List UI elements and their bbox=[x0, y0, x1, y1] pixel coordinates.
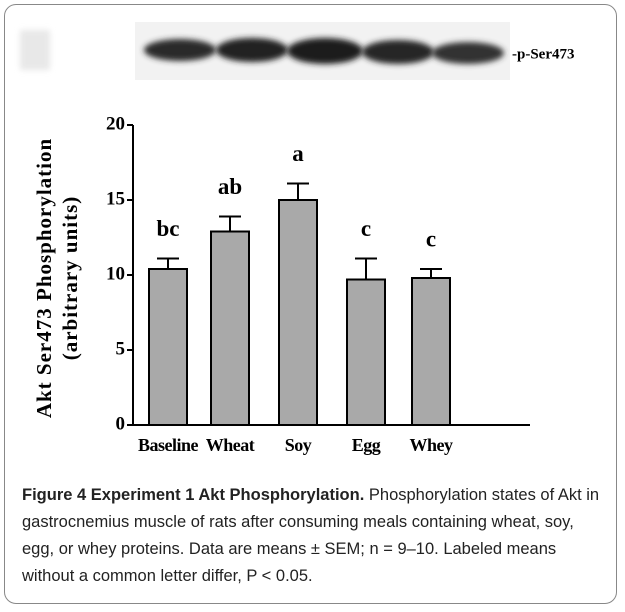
bar bbox=[148, 268, 188, 426]
significance-letter: c bbox=[361, 216, 371, 241]
caption: Figure 4 Experiment 1 Akt Phosphorylatio… bbox=[22, 482, 607, 590]
y-axis-label: (arbitrary units) bbox=[58, 196, 82, 361]
bar bbox=[278, 199, 318, 426]
significance-letter: ab bbox=[218, 174, 242, 199]
y-tick-label: 15 bbox=[106, 188, 125, 209]
x-tick-label: Baseline bbox=[138, 435, 199, 455]
y-tick-label: 5 bbox=[116, 338, 126, 359]
bar bbox=[210, 230, 250, 426]
frame bbox=[4, 4, 617, 604]
western-blot bbox=[20, 22, 510, 80]
y-tick-label: 20 bbox=[106, 113, 125, 134]
y-tick-label: 0 bbox=[116, 413, 126, 434]
x-tick-label: Whey bbox=[410, 435, 454, 455]
y-tick-label: 10 bbox=[106, 263, 125, 284]
y-axis-label: Akt Ser473 Phosphorylation bbox=[32, 138, 56, 418]
bar bbox=[411, 277, 451, 426]
x-tick-label: Soy bbox=[285, 435, 312, 455]
x-tick-label: Wheat bbox=[206, 435, 255, 455]
significance-letter: bc bbox=[157, 216, 180, 241]
caption-label: Figure 4 Experiment 1 Akt Phosphorylatio… bbox=[22, 486, 365, 504]
bar bbox=[346, 278, 386, 426]
blot-label: -p-Ser473 bbox=[512, 46, 575, 62]
caption-text: Phosphorylation states of Akt in gastroc… bbox=[22, 486, 600, 585]
significance-letter: a bbox=[292, 141, 304, 166]
x-tick-label: Egg bbox=[352, 435, 381, 455]
significance-letter: c bbox=[426, 226, 436, 251]
chart: -p-Ser473 Akt Ser473 Phosphorylation (ar… bbox=[20, 22, 575, 455]
